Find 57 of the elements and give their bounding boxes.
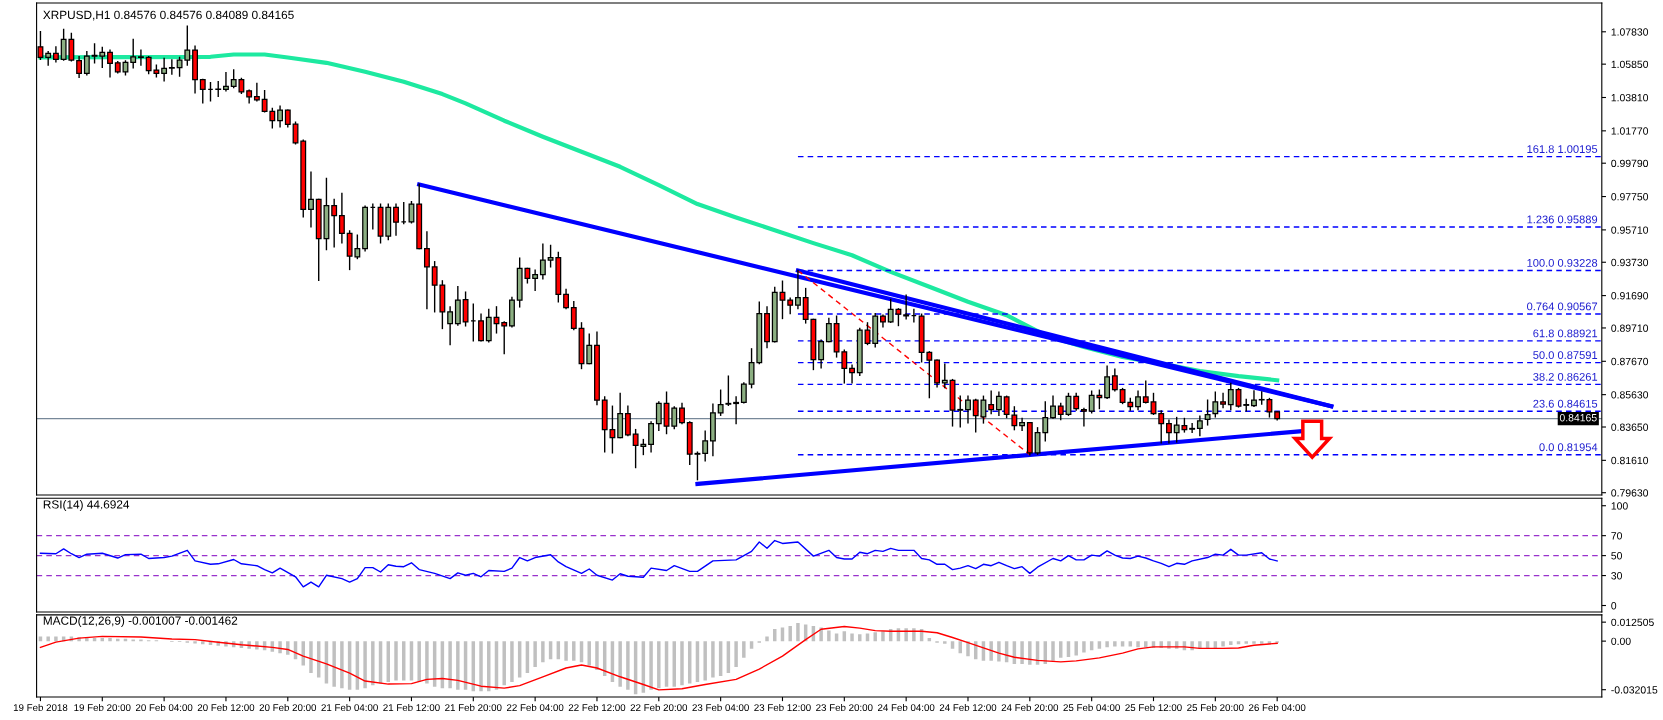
y-tick-label: 0 (1611, 602, 1617, 610)
annotation: 161.8 1.00195 (1527, 145, 1598, 153)
x-tick-label: 25 Feb 04:00 (1063, 703, 1120, 712)
y-tick-label: 1.07830 (1611, 28, 1649, 36)
x-tick-label: 22 Feb 04:00 (506, 703, 564, 712)
x-tick-label: 23 Feb 12:00 (754, 703, 811, 712)
x-tick-label: 26 Feb 04:00 (1249, 703, 1306, 712)
y-tick-label: 0.79630 (1611, 489, 1649, 497)
x-tick-label: 20 Feb 04:00 (135, 703, 193, 712)
y-tick-label: 0.99790 (1611, 159, 1649, 168)
x-tick-label: 19 Feb 2018 (13, 703, 68, 712)
annotation: 100.0 0.93228 (1527, 259, 1598, 267)
y-tick-label: 0.81610 (1611, 456, 1649, 465)
y-tick-label: 0.89710 (1611, 324, 1649, 332)
x-tick-label: 24 Feb 20:00 (1001, 703, 1059, 712)
x-tick-label: 23 Feb 20:00 (816, 703, 873, 712)
annotation: 0.0 0.81954 (1539, 443, 1598, 452)
x-tick-label: 21 Feb 12:00 (383, 703, 440, 712)
x-tick-label: 21 Feb 20:00 (445, 703, 502, 712)
x-tick-label: 24 Feb 04:00 (877, 703, 935, 712)
x-tick-label: 21 Feb 04:00 (321, 703, 378, 712)
annotation: 38.2 0.86261 (1533, 372, 1598, 381)
y-tick-label: 0.00 (1611, 637, 1631, 645)
x-tick-label: 20 Feb 12:00 (197, 703, 255, 712)
chart-title: RSI(14) 44.6924 (43, 499, 130, 511)
y-tick-label: 0.95710 (1611, 226, 1649, 234)
y-tick-label: 50 (1611, 552, 1623, 560)
y-tick-label: 0.83650 (1611, 423, 1649, 431)
x-tick-label: 20 Feb 20:00 (259, 703, 317, 712)
y-tick-label: 1.03810 (1611, 94, 1649, 102)
y-tick-label: 0.91690 (1611, 292, 1649, 300)
annotation: 0.764 0.90567 (1527, 302, 1598, 311)
annotation: 23.6 0.84615 (1533, 399, 1598, 408)
annotation: 61.8 0.88921 (1533, 329, 1598, 338)
y-tick-label: 100 (1611, 502, 1628, 510)
ref-line-label: 0.84165 (1559, 414, 1597, 422)
annotation: 50.0 0.87591 (1533, 351, 1598, 360)
y-tick-label: 0.93730 (1611, 258, 1649, 267)
y-tick-label: 1.05850 (1611, 60, 1649, 69)
x-tick-label: 22 Feb 20:00 (630, 703, 688, 712)
x-tick-label: 25 Feb 20:00 (1187, 703, 1244, 712)
text: XRPUSD,H1 0.84576 0.84576 0.84089 0.84165 (43, 10, 294, 21)
y-tick-label: 0.87670 (1611, 357, 1649, 366)
x-tick-label: 22 Feb 12:00 (568, 703, 626, 712)
y-tick-label: -0.032015 (1611, 686, 1658, 694)
x-tick-label: 24 Feb 12:00 (939, 703, 997, 712)
x-tick-label: 25 Feb 12:00 (1125, 703, 1182, 712)
chart-title: MACD(12,26,9) -0.001007 -0.001462 (43, 616, 238, 628)
y-tick-label: 1.01770 (1611, 127, 1649, 135)
y-tick-label: 70 (1611, 532, 1623, 540)
x-tick-label: 19 Feb 20:00 (74, 703, 131, 712)
y-tick-label: 30 (1611, 572, 1623, 580)
y-tick-label: 0.85630 (1611, 391, 1649, 399)
y-tick-label: 0.012505 (1611, 618, 1654, 627)
y-tick-label: 0.97750 (1611, 193, 1649, 201)
annotation: 1.236 0.95889 (1527, 215, 1598, 224)
x-tick-label: 23 Feb 04:00 (692, 703, 749, 712)
